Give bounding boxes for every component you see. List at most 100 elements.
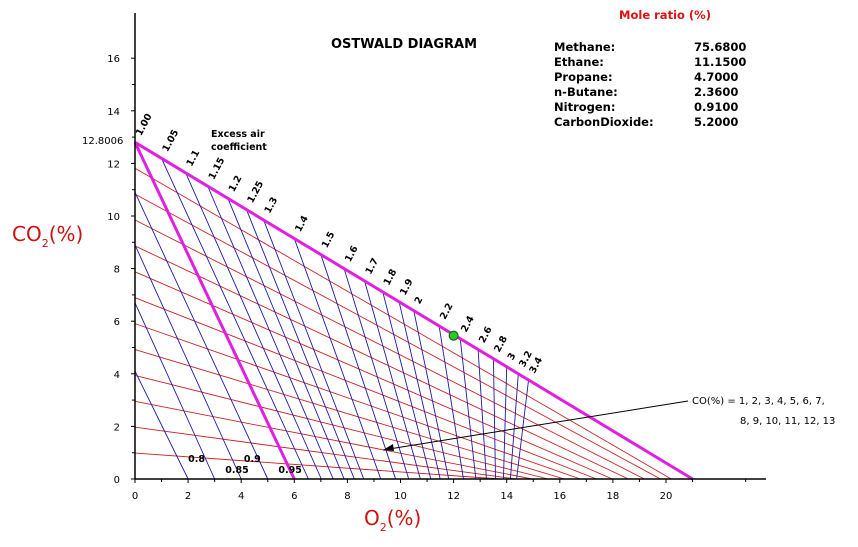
coefficient-labels-group: 1.001.051.1 1.151.2 1.251.3 1.4 1.5 1.61.71.8…	[134, 112, 545, 476]
y-tick-label: 4	[114, 370, 120, 381]
excess-air-line	[438, 325, 464, 480]
co-line	[134, 245, 629, 480]
y-tick-label: 14	[107, 107, 120, 118]
excess-air-label: 1.1	[185, 148, 203, 168]
boundary-lines-group	[133, 141, 694, 481]
excess-air-line	[263, 219, 365, 480]
co2-max-label: 12.8006	[82, 136, 123, 147]
x-axis-label: O2(%)	[364, 506, 421, 534]
excess-air-label: 2.6	[477, 325, 495, 345]
co-line	[134, 349, 565, 480]
x-axis-label-unit: (%)	[387, 506, 422, 530]
excess-air-line	[502, 366, 508, 480]
x-tick-label: 4	[238, 491, 244, 502]
excess-air-line	[293, 238, 382, 480]
composition-value: 0.9100	[694, 100, 738, 114]
co-line	[134, 323, 581, 480]
sub-stoich-line	[134, 370, 189, 480]
excess-air-label: 2.2	[438, 301, 456, 321]
operating-point-marker	[448, 330, 459, 341]
composition-value: 5.2000	[694, 115, 738, 129]
excess-air-label: 1.05	[160, 128, 181, 154]
y-tick-label: 16	[107, 54, 120, 65]
excess-air-label: 2.4	[459, 314, 477, 334]
co-line	[134, 374, 549, 480]
excess-air-line	[398, 301, 441, 480]
composition-name: n-Butane:	[554, 85, 618, 99]
excess-air-label: 1.3	[263, 195, 281, 215]
x-tick-label: 14	[500, 491, 513, 502]
co-annotation-arrowhead	[383, 444, 394, 451]
excess-air-line	[227, 198, 345, 480]
y-tick-label: 8	[114, 265, 120, 276]
excess-air-label: 2.8	[492, 334, 510, 354]
excess-air-heading-1: Excess air	[211, 129, 265, 140]
sub-stoich-label: 0.95	[278, 465, 301, 476]
co-line	[134, 426, 517, 480]
x-tick-label: 16	[553, 491, 566, 502]
composition-name: CarbonDioxide:	[554, 115, 654, 129]
co-annotation-line-1: CO(%) = 1, 2, 3, 4, 5, 6, 7,	[692, 396, 825, 407]
composition-value: 2.3600	[694, 85, 738, 99]
composition-value: 4.7000	[694, 70, 738, 84]
co-line	[134, 193, 661, 480]
x-tick-label: 0	[132, 491, 138, 502]
excess-air-label: 1.4	[293, 214, 311, 234]
y-axis-label-sub: 2	[42, 237, 49, 250]
co-lines-group	[134, 167, 672, 480]
axes-group: 0 2 4 6 8 10 12 14 16 0 2 4 6 8 10 12 14 16 18 20	[107, 13, 766, 502]
excess-air-line	[459, 338, 477, 480]
y-tick-label: 2	[114, 422, 120, 433]
composition-name: Nitrogen:	[554, 100, 615, 114]
chart-title: OSTWALD DIAGRAM	[331, 37, 477, 52]
excess-air-line	[320, 254, 397, 480]
y-tick-label: 0	[114, 475, 120, 486]
co-annotation-line-2: 8, 9, 10, 11, 12, 13	[740, 416, 835, 427]
x-tick-label: 2	[185, 491, 191, 502]
excess-air-label: 1.25	[245, 179, 266, 205]
y-tick-label: 12	[107, 159, 120, 170]
excess-air-label: 1.5	[320, 230, 338, 250]
composition-name: Methane:	[554, 40, 615, 54]
excess-air-label: 1.8	[382, 267, 400, 287]
excess-air-line	[246, 209, 355, 480]
excess-air-line	[509, 373, 519, 480]
excess-air-label: 1.2	[227, 174, 245, 194]
composition-table: Methane: 75.6800 Ethane: 11.1500 Propane…	[554, 40, 746, 129]
upper-boundary-line	[134, 141, 694, 481]
composition-value: 11.1500	[694, 55, 746, 69]
x-axis-label-sub: 2	[380, 521, 387, 534]
excess-air-line	[185, 172, 322, 480]
co-line	[134, 167, 672, 480]
excess-air-line	[516, 379, 530, 480]
stoichiometric-line	[133, 141, 296, 480]
excess-air-label: 1.15	[207, 156, 228, 182]
sub-stoich-label: 0.85	[225, 465, 248, 476]
x-tick-label: 20	[660, 491, 673, 502]
x-tick-label: 12	[447, 491, 460, 502]
excess-air-lines-group	[134, 142, 530, 480]
sub-stoich-label: 0.8	[188, 454, 205, 465]
excess-air-line	[382, 291, 432, 480]
x-tick-label: 18	[607, 491, 620, 502]
composition-value: 75.6800	[694, 40, 746, 54]
excess-air-line	[343, 268, 410, 480]
co-line	[134, 219, 645, 480]
excess-air-heading-2: coefficient	[211, 142, 267, 153]
sub-stoich-line	[134, 302, 216, 480]
y-tick-label: 6	[114, 317, 120, 328]
x-axis-label-main: O	[364, 506, 380, 530]
y-axis-label: CO2(%)	[12, 222, 83, 250]
excess-air-line	[477, 349, 487, 480]
sub-stoich-line	[134, 244, 242, 480]
composition-name: Propane:	[554, 70, 613, 84]
co-line	[134, 271, 613, 480]
excess-air-label: 3	[506, 351, 519, 362]
excess-air-label: 1.00	[134, 112, 155, 138]
composition-name: Ethane:	[554, 55, 604, 69]
excess-air-line	[207, 186, 334, 480]
excess-air-label: 2	[413, 295, 426, 306]
x-tick-label: 8	[344, 491, 350, 502]
excess-air-label: 1.7	[364, 256, 382, 276]
